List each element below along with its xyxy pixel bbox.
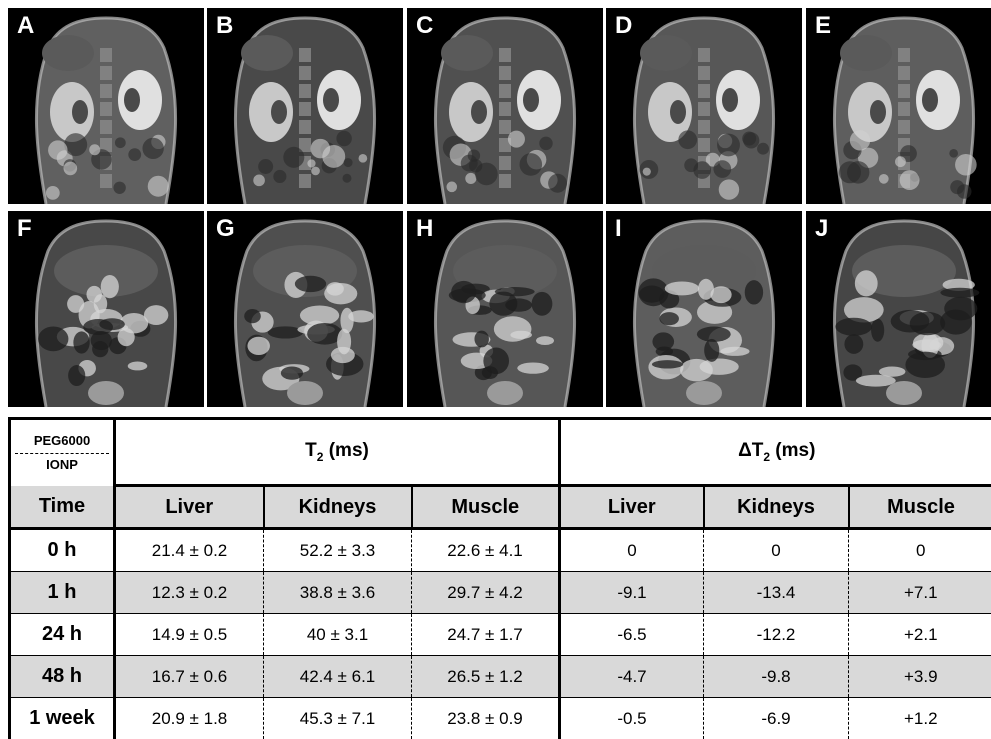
- table-row: 1 h 12.3 ± 0.2 38.8 ± 3.6 29.7 ± 4.2 -9.…: [10, 572, 991, 614]
- mri-image: [606, 211, 802, 407]
- sample-name-line2: IONP: [11, 454, 113, 473]
- value-cell: 40 ± 3.1: [264, 614, 412, 656]
- mri-panel: A: [8, 8, 204, 204]
- value-cell: -9.1: [560, 572, 704, 614]
- time-cell: 0 h: [10, 529, 115, 572]
- mri-image: [207, 8, 403, 204]
- mri-image: [407, 211, 603, 407]
- panel-label: G: [216, 217, 235, 241]
- panel-label: A: [17, 14, 34, 38]
- sample-name-cell: PEG6000 IONP: [10, 419, 115, 486]
- time-column-header: Time: [10, 486, 115, 529]
- value-cell: 0: [849, 529, 991, 572]
- value-cell: -4.7: [560, 656, 704, 698]
- panel-label: I: [615, 217, 622, 241]
- value-cell: +3.9: [849, 656, 991, 698]
- value-cell: 20.9 ± 1.8: [115, 698, 264, 739]
- value-cell: 14.9 ± 0.5: [115, 614, 264, 656]
- time-cell: 48 h: [10, 656, 115, 698]
- mri-image: [806, 211, 991, 407]
- value-cell: 38.8 ± 3.6: [264, 572, 412, 614]
- value-cell: +2.1: [849, 614, 991, 656]
- value-cell: -13.4: [704, 572, 849, 614]
- value-cell: +1.2: [849, 698, 991, 739]
- mri-image: [606, 8, 802, 204]
- time-cell: 1 h: [10, 572, 115, 614]
- value-cell: 45.3 ± 7.1: [264, 698, 412, 739]
- panel-label: C: [416, 14, 433, 38]
- value-cell: +7.1: [849, 572, 991, 614]
- column-header: Liver: [560, 486, 704, 529]
- panel-label: D: [615, 14, 632, 38]
- mri-image: [407, 8, 603, 204]
- column-header: Liver: [115, 486, 264, 529]
- column-header: Kidneys: [704, 486, 849, 529]
- table-row: 48 h 16.7 ± 0.6 42.4 ± 6.1 26.5 ± 1.2 -4…: [10, 656, 991, 698]
- panel-label: J: [815, 217, 828, 241]
- value-cell: 42.4 ± 6.1: [264, 656, 412, 698]
- value-cell: -12.2: [704, 614, 849, 656]
- table-group-header-row: PEG6000 IONP T2 (ms) ΔT2 (ms): [10, 419, 991, 486]
- panel-label: F: [17, 217, 32, 241]
- mri-image: [8, 211, 204, 407]
- column-header: Muscle: [412, 486, 560, 529]
- value-cell: 21.4 ± 0.2: [115, 529, 264, 572]
- delta-t2-group-header: ΔT2 (ms): [560, 419, 991, 486]
- panel-label: E: [815, 14, 831, 38]
- value-cell: -6.9: [704, 698, 849, 739]
- value-cell: 22.6 ± 4.1: [412, 529, 560, 572]
- panel-label: H: [416, 217, 433, 241]
- value-cell: 29.7 ± 4.2: [412, 572, 560, 614]
- value-cell: -6.5: [560, 614, 704, 656]
- mri-panel: F: [8, 211, 204, 407]
- value-cell: 52.2 ± 3.3: [264, 529, 412, 572]
- table-column-header-row: Time Liver Kidneys Muscle Liver Kidneys …: [10, 486, 991, 529]
- sample-name-line1: PEG6000: [15, 432, 109, 454]
- value-cell: -9.8: [704, 656, 849, 698]
- value-cell: 24.7 ± 1.7: [412, 614, 560, 656]
- value-cell: 16.7 ± 0.6: [115, 656, 264, 698]
- table-row: 0 h 21.4 ± 0.2 52.2 ± 3.3 22.6 ± 4.1 0 0…: [10, 529, 991, 572]
- table-row: 24 h 14.9 ± 0.5 40 ± 3.1 24.7 ± 1.7 -6.5…: [10, 614, 991, 656]
- value-cell: 26.5 ± 1.2: [412, 656, 560, 698]
- t2-group-header: T2 (ms): [115, 419, 560, 486]
- value-cell: 0: [560, 529, 704, 572]
- mri-image: [8, 8, 204, 204]
- value-cell: 23.8 ± 0.9: [412, 698, 560, 739]
- mri-panel: B: [207, 8, 403, 204]
- mri-panel: D: [606, 8, 802, 204]
- time-cell: 24 h: [10, 614, 115, 656]
- mri-panel: J: [806, 211, 991, 407]
- column-header: Muscle: [849, 486, 991, 529]
- mri-panel: C: [407, 8, 603, 204]
- value-cell: -0.5: [560, 698, 704, 739]
- time-cell: 1 week: [10, 698, 115, 739]
- table-row: 1 week 20.9 ± 1.8 45.3 ± 7.1 23.8 ± 0.9 …: [10, 698, 991, 739]
- panel-label: B: [216, 14, 233, 38]
- column-header: Kidneys: [264, 486, 412, 529]
- mri-panel: E: [806, 8, 991, 204]
- mri-panel: I: [606, 211, 802, 407]
- mri-image: [806, 8, 991, 204]
- t2-relaxation-table: PEG6000 IONP T2 (ms) ΔT2 (ms) Time Liver…: [8, 417, 991, 739]
- mri-image: [207, 211, 403, 407]
- mri-panel: H: [407, 211, 603, 407]
- mri-panel: G: [207, 211, 403, 407]
- value-cell: 0: [704, 529, 849, 572]
- value-cell: 12.3 ± 0.2: [115, 572, 264, 614]
